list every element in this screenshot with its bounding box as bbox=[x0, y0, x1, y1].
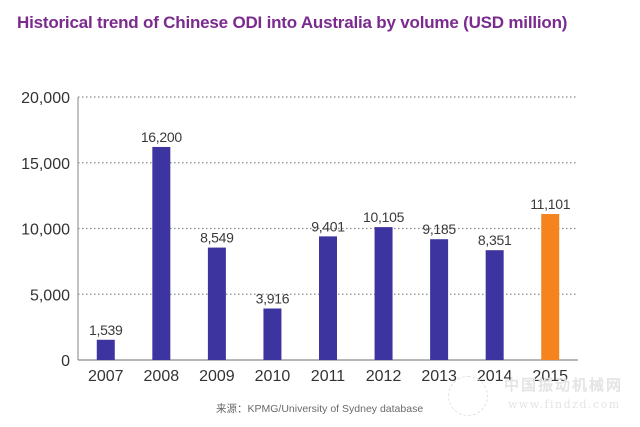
x-tick-label-2011: 2011 bbox=[311, 368, 346, 385]
watermark-url: www.findzd.com bbox=[508, 398, 621, 411]
bars bbox=[96, 146, 560, 360]
bar-2012 bbox=[374, 227, 393, 360]
data-label-2015: 11,101 bbox=[530, 196, 570, 212]
x-tick-label-2010: 2010 bbox=[255, 368, 291, 385]
watermark: 中国振动机械网 www.findzd.com bbox=[440, 372, 640, 422]
watermark-logo-icon bbox=[448, 376, 488, 416]
bar-2010 bbox=[263, 308, 282, 360]
x-axis-tick-labels: 2007 2008 2009 2010 2011 2012 2013 2014 2015 bbox=[88, 368, 568, 385]
y-tick-label: 5,000 bbox=[30, 287, 70, 304]
x-tick-label-2013: 2013 bbox=[421, 368, 457, 385]
x-tick-label-2009: 2009 bbox=[199, 368, 235, 385]
watermark-text: 中国振动机械网 bbox=[504, 377, 624, 394]
x-tick-label-2012: 2012 bbox=[366, 368, 402, 385]
data-label-2007: 1,539 bbox=[89, 322, 123, 338]
bar-2007 bbox=[96, 339, 115, 360]
data-label-2014: 8,351 bbox=[478, 232, 512, 248]
data-label-2008: 16,200 bbox=[141, 129, 183, 145]
y-axis-tick-labels: 0 5,000 10,000 15,000 20,000 bbox=[21, 90, 70, 370]
x-tick-label-2014: 2014 bbox=[477, 368, 513, 385]
data-label-2009: 8,549 bbox=[200, 230, 234, 246]
data-label-2011: 9,401 bbox=[311, 218, 345, 234]
bar-2008 bbox=[152, 146, 171, 360]
x-tick-label-2015: 2015 bbox=[532, 368, 568, 385]
y-tick-label: 0 bbox=[61, 353, 70, 370]
y-tick-label: 20,000 bbox=[21, 90, 70, 107]
bar-2014 bbox=[485, 250, 504, 360]
chart-title: Historical trend of Chinese ODI into Aus… bbox=[17, 13, 568, 32]
bar-2015 bbox=[541, 214, 560, 360]
y-tick-label: 15,000 bbox=[21, 156, 70, 173]
data-label-2012: 10,105 bbox=[363, 209, 405, 225]
bar-2009 bbox=[207, 247, 226, 360]
y-tick-label: 10,000 bbox=[21, 222, 70, 239]
data-label-2013: 9,185 bbox=[422, 221, 456, 237]
data-label-2010: 3,916 bbox=[256, 291, 290, 307]
x-tick-label-2008: 2008 bbox=[144, 368, 180, 385]
bar-2013 bbox=[430, 239, 449, 360]
source-note: 来源：KPMG/University of Sydney database bbox=[216, 403, 424, 415]
bar-2011 bbox=[319, 236, 337, 360]
data-labels: 1,539 16,200 8,549 3,916 9,401 10,105 9,185 8,3… bbox=[89, 129, 571, 338]
x-tick-label-2007: 2007 bbox=[88, 368, 124, 385]
